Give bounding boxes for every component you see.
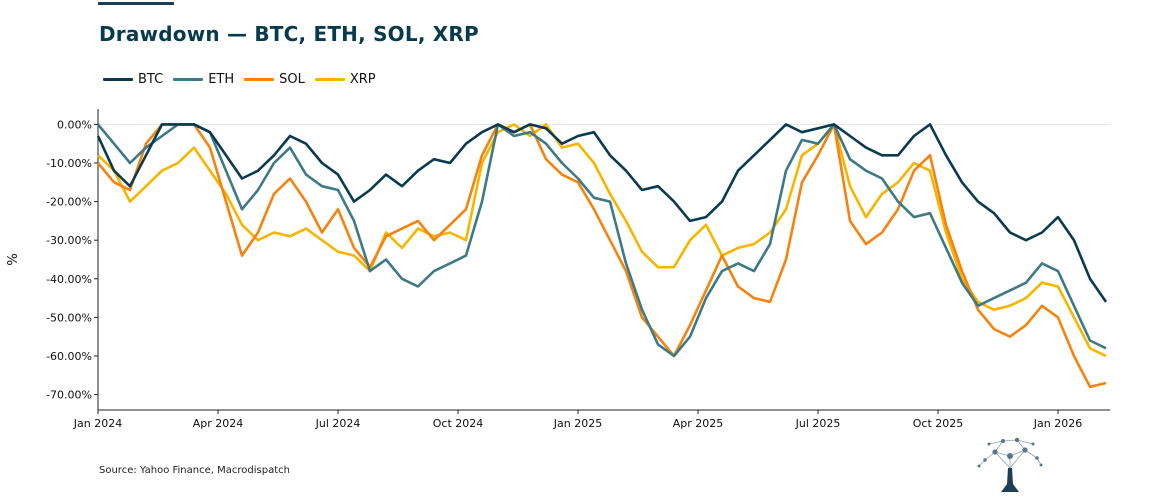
series-line-sol (96, 123, 1107, 389)
series-sol (96, 123, 1107, 389)
legend-label-sol: SOL (279, 71, 305, 87)
y-tick-label: -60.00% (46, 350, 92, 363)
series-line-xrp (97, 123, 1107, 358)
legend-swatch-btc (103, 77, 133, 81)
y-tick-label: -10.00% (46, 157, 92, 170)
legend-item-eth[interactable]: ETH (173, 72, 234, 87)
legend: BTC ETH SOL XRP (103, 69, 386, 89)
legend-item-xrp[interactable]: XRP (314, 71, 376, 87)
legend-swatch-xrp (314, 77, 345, 81)
x-tick-label: Jan 2025 (553, 417, 602, 430)
x-tick-label: Jan 2024 (73, 417, 122, 430)
legend-swatch-sol (244, 77, 275, 81)
legend-item-btc[interactable]: BTC (103, 72, 163, 87)
title-accent-bar (98, 2, 174, 5)
legend-label-btc: BTC (138, 71, 164, 87)
y-tick-label: -30.00% (46, 234, 92, 247)
tree-network-logo-icon (977, 437, 1043, 492)
series-eth (96, 123, 1107, 358)
x-tick-label: Oct 2024 (433, 417, 484, 430)
legend-label-xrp: XRP (349, 71, 376, 87)
series-btc (96, 123, 1108, 303)
x-tick-label: Jan 2026 (1033, 417, 1082, 430)
source-note: Source: Yahoo Finance, Macrodispatch (99, 465, 290, 476)
x-tick-label: Jul 2024 (315, 417, 361, 430)
y-tick-label: -70.00% (46, 389, 92, 402)
y-tick-label: -50.00% (46, 311, 92, 324)
x-tick-label: Oct 2025 (913, 417, 964, 430)
x-tick-label: Apr 2024 (193, 417, 244, 430)
y-axis-label: % (6, 253, 21, 265)
y-tick-label: 0.00% (57, 118, 92, 131)
series-line-btc (96, 123, 1108, 303)
x-tick-label: Apr 2025 (673, 417, 724, 430)
legend-swatch-eth (173, 77, 204, 81)
chart-title: Drawdown — BTC, ETH, SOL, XRP (99, 22, 479, 46)
series-xrp (97, 123, 1107, 358)
legend-label-eth: ETH (208, 71, 235, 87)
x-tick-label: Jul 2025 (795, 417, 841, 430)
legend-item-sol[interactable]: SOL (244, 72, 305, 87)
y-tick-label: -20.00% (46, 196, 92, 209)
y-tick-label: -40.00% (46, 273, 92, 286)
series-line-eth (96, 123, 1107, 358)
